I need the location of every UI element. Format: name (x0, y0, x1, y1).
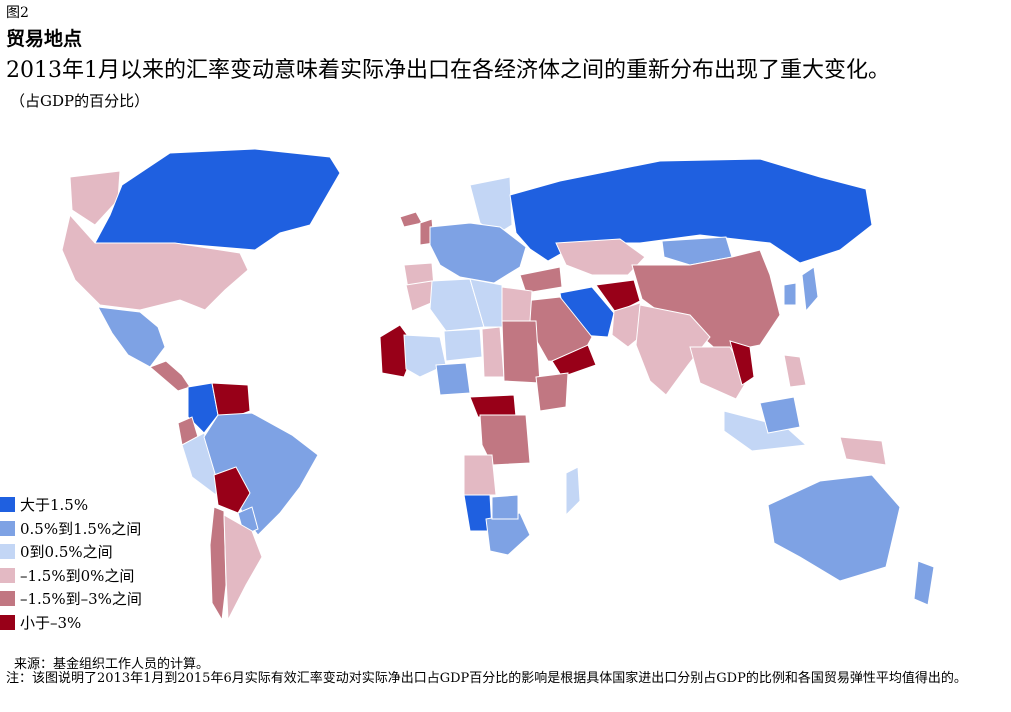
country-nigeria (435, 362, 471, 396)
country-algeria (429, 278, 485, 332)
legend-item: 大于1.5% (0, 493, 142, 517)
legend-swatch (0, 544, 15, 560)
country-brazil (203, 412, 319, 536)
country-egypt (501, 286, 533, 322)
legend-swatch (0, 520, 15, 536)
country-iceland (399, 211, 423, 228)
country-southeast-asia (689, 346, 749, 400)
country-central-america (149, 360, 191, 392)
country-chile (209, 506, 227, 622)
country-chad (481, 326, 505, 378)
country-papua-new-guinea (839, 436, 887, 466)
legend-item: 0.5%到1.5%之间 (0, 517, 142, 541)
country-australia (767, 474, 901, 582)
country-europe-west (429, 222, 527, 284)
legend-item: 0到0.5%之间 (0, 540, 142, 564)
legend-label: 0.5%到1.5%之间 (20, 519, 142, 538)
unit-label: （占GDP的百分比） (10, 92, 150, 110)
world-map (61, 148, 935, 622)
country-new-zealand (913, 560, 935, 606)
country-japan (801, 266, 819, 313)
legend-label: –1.5%到–3%之间 (20, 590, 142, 609)
country-russia (509, 158, 873, 264)
footnote: 注：该图说明了2013年1月到2015年6月实际有效汇率变动对实际净出口占GDP… (6, 671, 967, 686)
country-korea (783, 282, 797, 306)
country-argentina (223, 514, 263, 622)
country-philippines (783, 354, 807, 388)
chart-subtitle: 2013年1月以来的汇率变动意味着实际净出口在各经济体之间的重新分布出现了重大变… (6, 58, 890, 83)
legend-swatch (0, 591, 15, 607)
country-turkey (519, 266, 563, 294)
figure-label: 图2 (6, 5, 29, 21)
country-mali (403, 334, 447, 378)
country-sudan (501, 320, 541, 384)
legend-item: –1.5%到–3%之间 (0, 587, 142, 611)
legend-item: –1.5%到0%之间 (0, 564, 142, 588)
legend-swatch (0, 497, 15, 513)
country-mexico (97, 306, 166, 368)
legend-label: 0到0.5%之间 (20, 543, 113, 562)
country-india (635, 304, 711, 396)
legend-item: 小于–3% (0, 611, 142, 635)
country-bolivia (213, 466, 251, 514)
country-botswana (491, 494, 519, 520)
country-greenland (69, 170, 121, 226)
country-kazakhstan (555, 238, 646, 276)
country-borneo (759, 396, 801, 434)
source-note: 来源：基金组织工作人员的计算。 (14, 657, 210, 672)
legend-swatch (0, 614, 15, 630)
chart-title: 贸易地点 (6, 28, 83, 50)
country-united-states (61, 213, 249, 311)
country-vietnam (729, 340, 755, 386)
legend-label: –1.5%到0%之间 (20, 566, 135, 585)
legend-label: 小于–3% (20, 613, 82, 632)
legend-label: 大于1.5% (20, 496, 89, 515)
country-niger (443, 328, 483, 362)
country-ethiopia (535, 372, 569, 412)
legend: 大于1.5% 0.5%到1.5%之间 0到0.5%之间 –1.5%到0%之间 –… (0, 493, 142, 634)
country-central-african-republic (469, 394, 517, 418)
country-madagascar (565, 466, 581, 517)
legend-swatch (0, 567, 15, 583)
country-yemen (551, 344, 597, 378)
country-dr-congo (479, 414, 531, 466)
country-angola (463, 454, 497, 496)
country-canada (94, 148, 341, 251)
country-afghanistan (595, 279, 641, 314)
country-colombia (187, 382, 219, 434)
